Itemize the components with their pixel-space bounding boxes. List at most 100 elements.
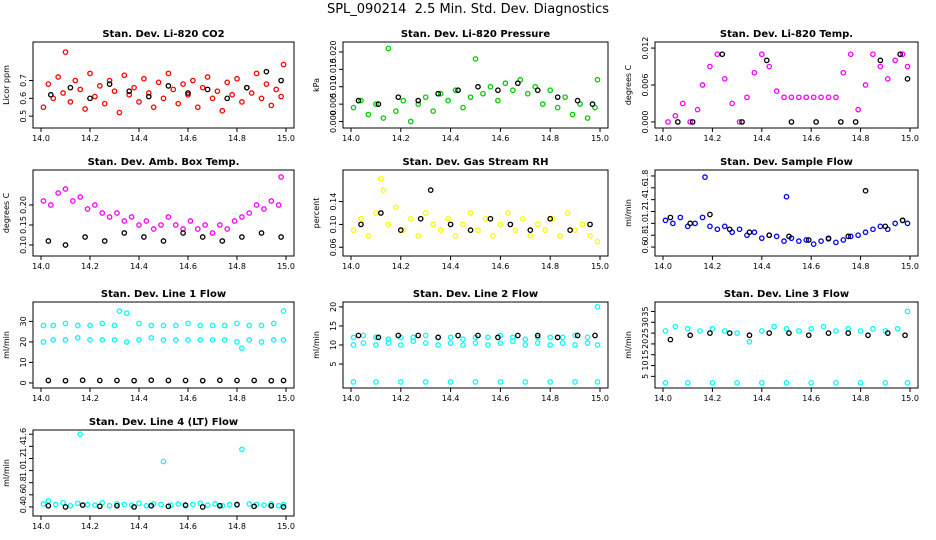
data-point: [460, 342, 466, 348]
data-point: [121, 218, 128, 224]
data-point: [569, 111, 576, 118]
data-point: [67, 84, 74, 91]
data-point: [378, 210, 384, 216]
chart-panel: Stan. Dev. Sample Flow ml/min 14.0 14.2 14.4…: [624, 157, 919, 271]
data-point: [736, 119, 743, 125]
data-point: [904, 379, 911, 386]
data-point: [460, 104, 466, 111]
data-point: [729, 100, 736, 107]
data-point: [699, 82, 706, 88]
data-point: [894, 325, 901, 332]
data-point: [67, 502, 74, 509]
data-point: [862, 229, 869, 236]
y-axis-label: ml/min: [624, 199, 633, 227]
x-tick-label: 14.2: [81, 522, 99, 531]
data-point: [392, 108, 399, 114]
y-axis-label: ml/min: [2, 459, 11, 487]
data-point: [662, 217, 669, 224]
data-point: [185, 337, 191, 343]
data-point: [275, 202, 282, 208]
y-tick-label: 20: [329, 302, 338, 312]
data-point: [709, 325, 716, 332]
data-point: [534, 87, 541, 94]
data-point: [709, 379, 716, 386]
data-point: [275, 502, 282, 509]
data-point: [435, 90, 441, 97]
data-point: [136, 320, 142, 327]
data-point: [447, 340, 454, 346]
plot-frame: [32, 301, 295, 389]
data-point: [877, 57, 884, 64]
data-point: [92, 93, 98, 100]
chart-panel: Stan. Dev. Line 3 Flow ml/min 14.0 14.2 14.4…: [624, 289, 919, 403]
data-point: [365, 233, 372, 239]
data-point: [217, 377, 223, 384]
data-point: [746, 338, 753, 345]
data-point: [45, 498, 52, 504]
y-tick-label: 0.14: [329, 193, 338, 211]
data-point: [141, 75, 147, 82]
data-point: [554, 334, 561, 341]
data-point: [106, 502, 113, 509]
data-point: [825, 330, 832, 336]
y-axis-label: Licor ppm: [2, 65, 11, 105]
data-point: [258, 95, 265, 102]
data-point: [239, 446, 245, 453]
data-point: [572, 227, 578, 233]
x-tick-label: 15.0: [591, 134, 609, 143]
data-point: [539, 101, 546, 107]
data-point: [840, 237, 847, 243]
data-point: [87, 70, 93, 77]
x-tick-label: 14.6: [491, 262, 509, 271]
data-point: [549, 215, 556, 222]
data-point: [214, 88, 221, 95]
data-point: [204, 502, 211, 508]
data-point: [116, 109, 123, 116]
x-tick-label: 14.0: [654, 394, 672, 403]
data-point: [547, 215, 554, 222]
chart-title: Stan. Dev. Line 1 Flow: [101, 289, 226, 300]
data-point: [786, 330, 792, 336]
data-point: [350, 334, 357, 341]
data-point: [385, 221, 392, 228]
data-point: [67, 99, 74, 105]
data-point: [554, 94, 561, 101]
data-point: [280, 377, 287, 384]
data-point: [160, 238, 167, 244]
data-point: [62, 49, 69, 55]
data-point: [497, 340, 504, 346]
chart-panel: Stan. Dev. Li-820 CO2 Licor ppm 14.0 14.2 14…: [2, 29, 295, 143]
data-point: [805, 332, 812, 339]
data-point: [246, 501, 253, 507]
y-tick-label: 1.4: [19, 440, 28, 453]
data-point: [902, 332, 908, 339]
y-tick-label: 10: [19, 357, 28, 367]
data-point: [172, 322, 179, 329]
data-point: [87, 322, 93, 329]
data-point: [248, 90, 255, 96]
data-point: [594, 342, 601, 348]
data-point: [497, 379, 504, 385]
data-point: [467, 94, 474, 101]
plot-frame: [32, 429, 295, 517]
data-point: [795, 328, 802, 334]
data-point: [534, 334, 541, 341]
data-point: [199, 84, 206, 91]
data-point: [455, 332, 461, 339]
data-point: [373, 379, 379, 385]
data-point: [677, 214, 684, 221]
data-point: [833, 328, 839, 334]
data-point: [758, 379, 765, 386]
data-point: [123, 310, 130, 317]
x-tick-label: 14.0: [654, 262, 672, 271]
x-tick-label: 14.8: [228, 262, 246, 271]
data-point: [758, 235, 765, 242]
x-tick-label: 14.2: [81, 134, 99, 143]
chart-title: Stan. Dev. Gas Stream RH: [402, 157, 548, 168]
data-point: [219, 238, 226, 244]
data-point: [687, 119, 694, 125]
data-point: [475, 332, 481, 339]
data-point: [805, 237, 812, 243]
y-tick-label: 20: [19, 337, 28, 347]
data-point: [783, 379, 790, 386]
